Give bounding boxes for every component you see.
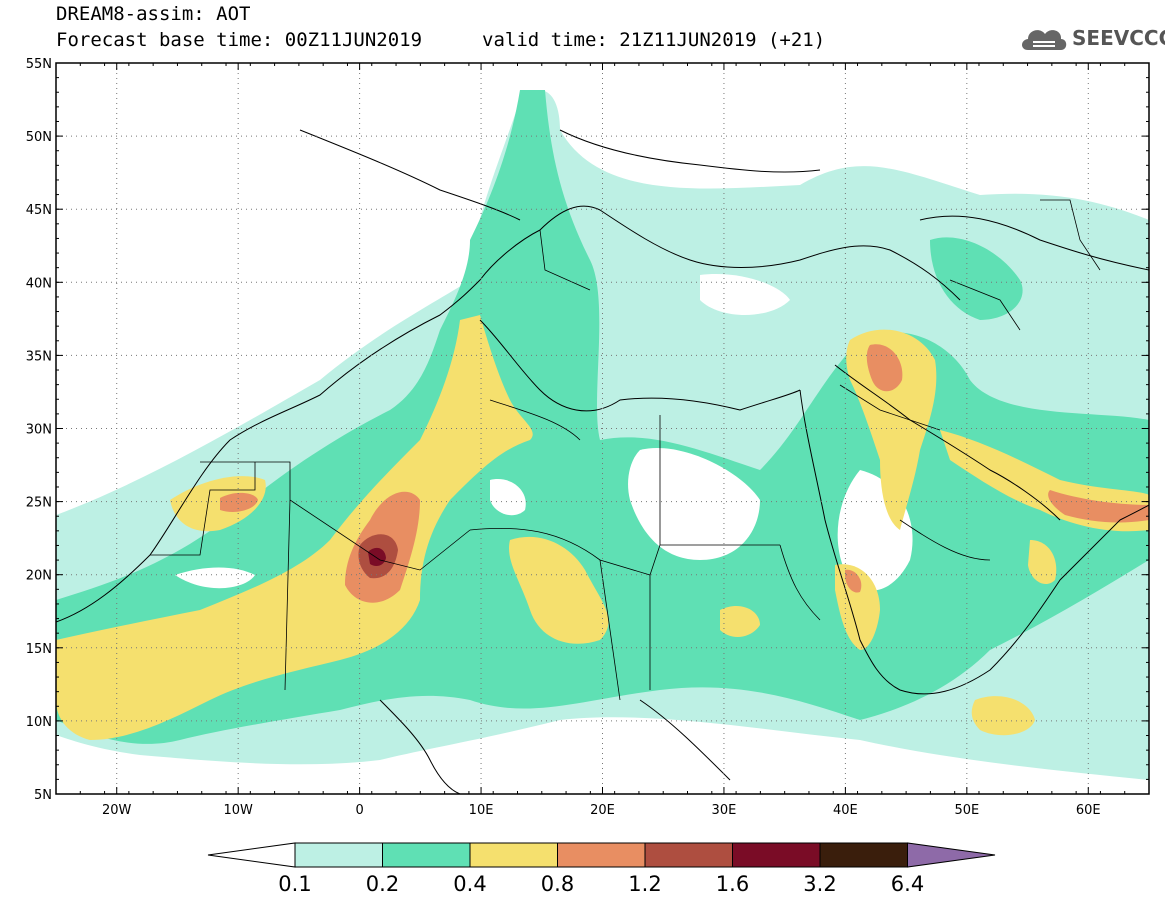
lat-label: 25N — [26, 496, 52, 511]
lat-label: 5N — [34, 788, 52, 803]
lat-label: 30N — [26, 423, 52, 438]
lat-label: 50N — [26, 130, 52, 145]
map-grid — [56, 63, 1149, 794]
logo-text: SEEVCCC — [1072, 26, 1165, 50]
lon-axis-labels: 20W 10W 0 10E 20E 30E 40E 50E 60E — [102, 803, 1101, 818]
lon-label: 10W — [223, 803, 253, 818]
lat-label: 40N — [26, 276, 52, 291]
lat-axis-labels: 5N 10N 15N 20N 25N 30N 35N 40N 45N 50N 55N — [26, 57, 52, 803]
cloud-icon — [1022, 30, 1067, 50]
lon-label: 50E — [954, 803, 979, 818]
lon-label: 0 — [355, 803, 363, 818]
valid-time: valid time: 21Z11JUN2019 (+21) — [482, 29, 826, 51]
lon-label: 60E — [1076, 803, 1101, 818]
aot-field — [56, 90, 1149, 794]
map-title: DREAM8-assim: AOT — [56, 3, 251, 25]
lon-label: 20E — [590, 803, 615, 818]
lat-label: 20N — [26, 569, 52, 584]
lat-label: 10N — [26, 715, 52, 730]
axis-ticks — [55, 62, 1150, 795]
forecast-base-time: Forecast base time: 00Z11JUN2019 — [56, 29, 423, 51]
lon-label: 30E — [712, 803, 737, 818]
lat-label: 15N — [26, 642, 52, 657]
seevccc-logo: SEEVCCC — [1018, 22, 1165, 56]
lon-label: 10E — [469, 803, 494, 818]
lon-label: 20W — [102, 803, 132, 818]
lat-label: 55N — [26, 57, 52, 72]
lon-label: 40E — [833, 803, 858, 818]
lat-label: 45N — [26, 203, 52, 218]
lat-label: 35N — [26, 349, 52, 364]
